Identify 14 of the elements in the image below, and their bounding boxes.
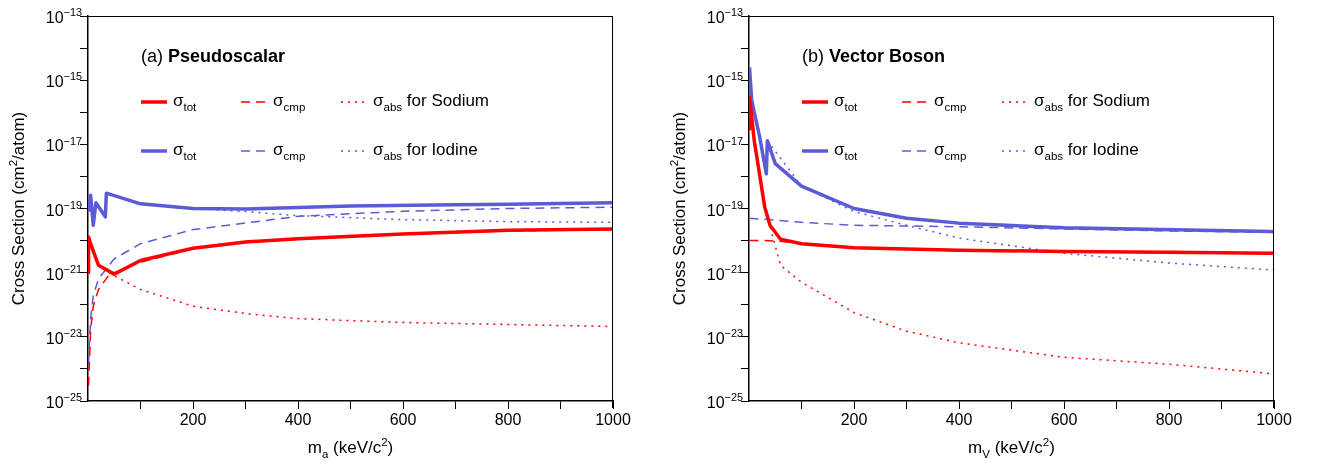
x-tick-label: 1000: [1256, 411, 1292, 428]
x-tick-label: 400: [284, 411, 312, 428]
text: (b) Vector Boson: [802, 46, 946, 66]
y-axis-title: Cross Section (cm2/atom): [6, 111, 28, 306]
y-axis-title: Cross Section (cm2/atom): [667, 111, 689, 306]
x-tick-label: 800: [494, 411, 522, 428]
x-tick-label: 200: [179, 411, 207, 428]
x-tick-label: 400: [945, 411, 973, 428]
x-tick-label: 800: [1155, 411, 1183, 428]
x-tick-label: 1000: [595, 411, 631, 428]
text: (a) Pseudoscalar: [141, 46, 286, 66]
x-tick-label: 200: [840, 411, 868, 428]
x-tick-label: 600: [389, 411, 417, 428]
x-tick-label: 600: [1050, 411, 1078, 428]
